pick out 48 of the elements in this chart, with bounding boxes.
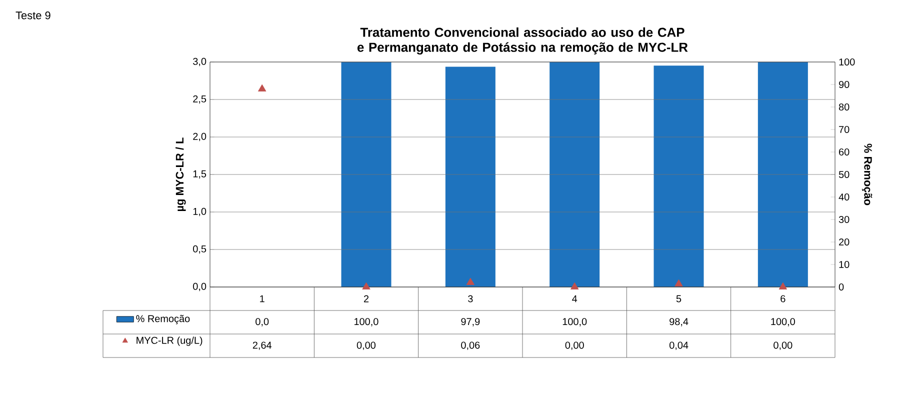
data-label: 0,00: [565, 342, 584, 350]
data-label: 0,0: [256, 318, 269, 326]
y2-tick-label: 70: [839, 126, 850, 134]
data-label: 0,04: [670, 342, 688, 350]
y2-tick-label: 10: [839, 260, 850, 268]
point: [466, 278, 475, 285]
x-tick-label: 1: [260, 295, 264, 302]
data-label: 2,64: [252, 342, 272, 350]
y2-tick-label: 80: [838, 103, 850, 111]
data-label: 0,00: [356, 342, 376, 350]
data-label: 0,00: [774, 342, 792, 350]
y-tick-label: 2,0: [193, 132, 206, 142]
y-tick-label: 2,5: [193, 95, 206, 104]
data-label: 100,0: [562, 318, 587, 326]
point: [778, 282, 788, 290]
y2-tick-label: 90: [839, 80, 850, 88]
y2-tick-label: 50: [838, 170, 850, 178]
point: [674, 279, 683, 286]
y2-tick-label: 0: [838, 283, 844, 291]
y-tick-label: 1,5: [193, 170, 206, 179]
x-tick-label: 2: [364, 295, 369, 302]
y2-tick-label: 60: [839, 148, 850, 156]
y2-tick-label: 20: [839, 238, 850, 246]
y2-tick-label: 100: [839, 58, 855, 66]
y-tick-label: 0,5: [193, 245, 206, 254]
data-label: 0,06: [461, 342, 480, 350]
point: [570, 282, 579, 290]
y2-tick-label: 40: [838, 193, 850, 201]
x-tick-label: 3: [468, 295, 473, 302]
y2-axis-title: % Remoção: [862, 144, 872, 206]
x-tick-label: 4: [572, 295, 578, 302]
data-label: 100,0: [771, 318, 795, 326]
data-label: 100,0: [354, 318, 378, 326]
legend-label: MYC-LR (ug/L): [136, 336, 202, 346]
chart-title: Tratamento Convencional associado ao uso de CAP e Permanganato de Potássio na remoção de MYC-LR: [357, 27, 688, 55]
x-tick-label: 6: [780, 295, 786, 302]
data-label: 98,4: [670, 318, 688, 326]
point: [362, 282, 370, 290]
x-tick-label: 5: [676, 295, 682, 302]
y2-tick-label: 30: [838, 216, 850, 224]
y-tick-label: 0,0: [193, 282, 206, 292]
legend-label: % Remoção: [136, 314, 190, 324]
point: [258, 84, 266, 92]
data-label: 97,9: [461, 318, 480, 326]
y-tick-label: 1,0: [193, 208, 206, 216]
y-tick-label: 3,0: [193, 58, 206, 66]
text: Teste 9: [16, 12, 50, 20]
y-axis-title: µg MYC-LR / L: [176, 138, 186, 212]
